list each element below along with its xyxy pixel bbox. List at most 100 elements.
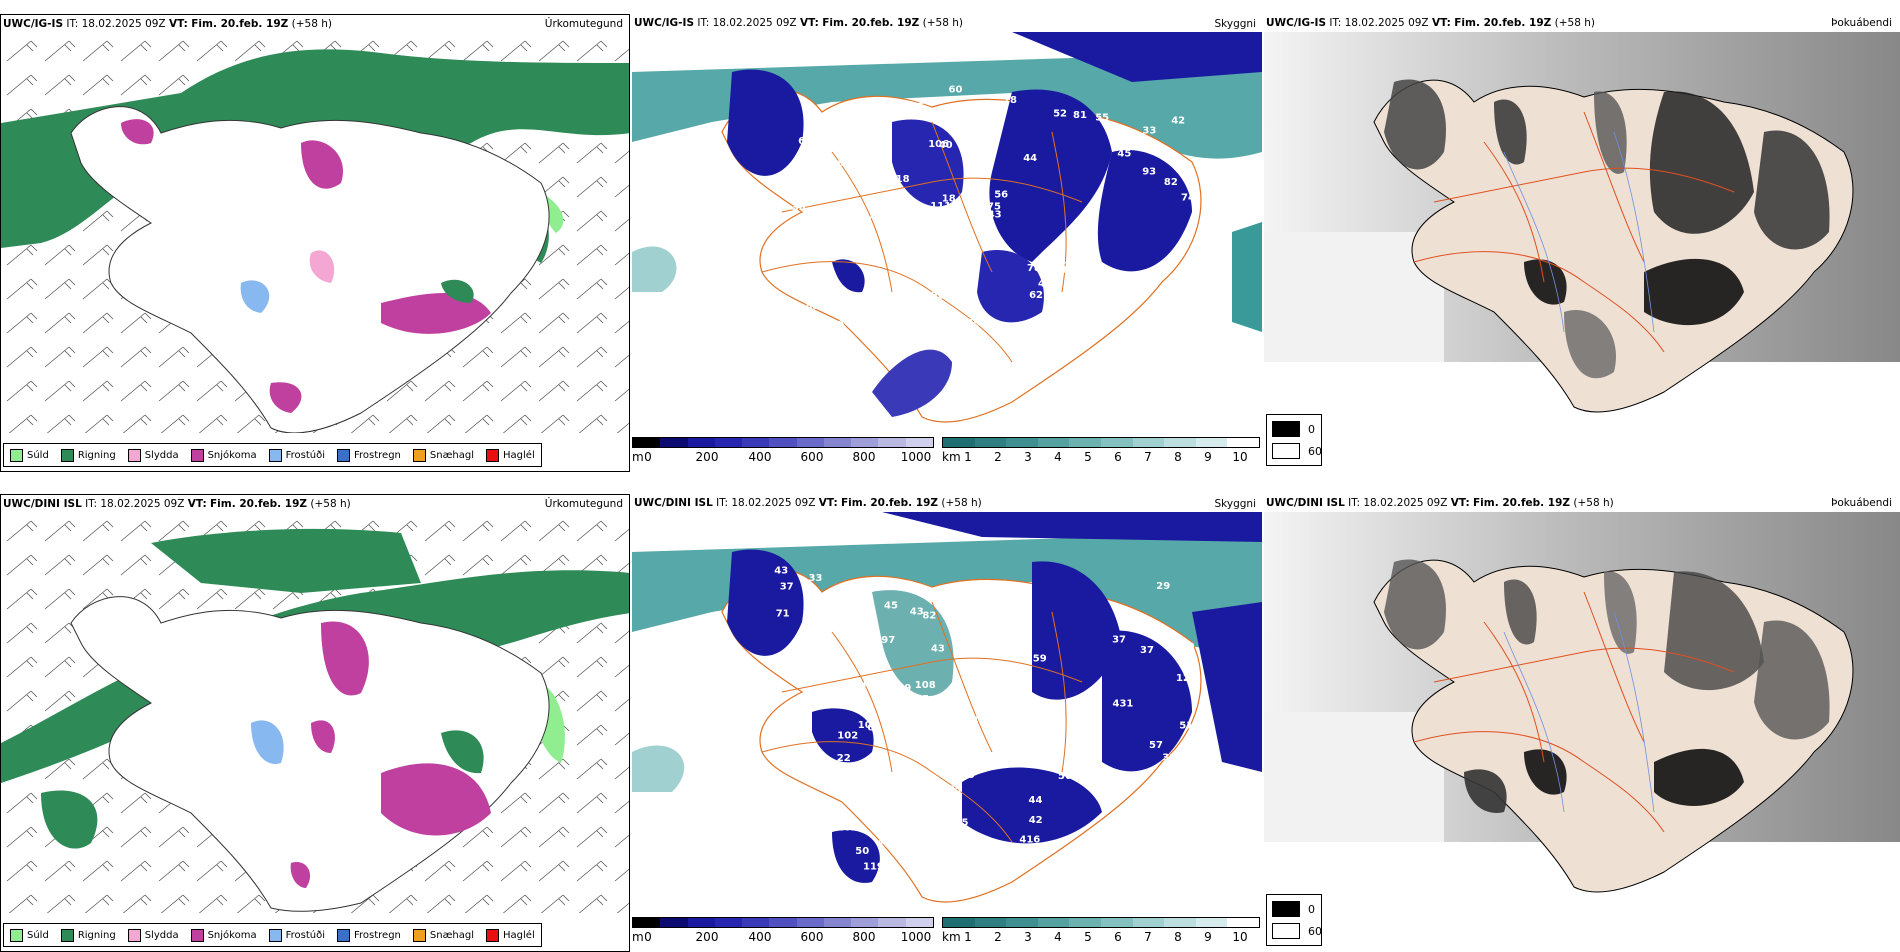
visibility-value: 45 [910,102,924,113]
colorbar-segment [1069,918,1101,927]
visibility-tick: 6 [1114,930,1122,944]
panel-title: Úrkomutegund [544,18,623,30]
visibility-value: 50 [855,846,869,857]
visibility-value: 44 [1023,153,1037,164]
visibility-panel-bottom: UWC/DINI ISL IT: 18.02.2025 09Z VT: Fim.… [632,494,1262,952]
visibility-value: 85 [955,817,969,828]
visibility-tick: 8 [1174,450,1182,464]
river-network [1503,131,1655,333]
ceiling-tick: 400 [748,930,772,944]
ceiling-visibility-colorbars: m 0 200 400 600 800 1000 km 1 2 3 4 5 6 … [632,914,1262,946]
road-network [761,601,1083,843]
visibility-value: 52 [1053,109,1067,120]
fog-swatch-white [1272,923,1300,939]
visibility-value: 41 [862,785,876,796]
visibility-value: 18 [942,193,956,204]
visibility-value: 118 [889,174,910,185]
visibility-tick: 4 [1054,450,1062,464]
legend-item: Snjókoma [190,448,257,462]
ceiling-tick: 800 [852,930,876,944]
visibility-value: 55 [1095,113,1109,124]
visibility-value: 44 [838,318,852,329]
ceiling-tick: 800 [852,450,876,464]
precip-legend: Súld Rigning Slydda Snjókoma Frostúði Fr… [3,443,542,467]
legend-swatch [486,928,500,942]
legend-swatch [190,928,204,942]
visibility-value: 41 [933,850,947,861]
ceiling-colorbar [632,917,934,928]
visibility-value: 48 [1042,261,1056,272]
visibility-value: 69 [798,136,812,147]
visibility-value: 68 [1084,741,1098,752]
visibility-value: 101 [837,823,858,834]
panel-title: Skyggni [1214,18,1257,30]
visibility-value: 97 [881,635,895,646]
precip-legend: Súld Rigning Slydda Snjókoma Frostúði Fr… [3,923,542,947]
visibility-value: 127 [1176,673,1197,684]
visibility-value: 43 [1038,278,1052,289]
fog-swatch-black [1272,901,1300,917]
visibility-value: 125 [776,856,797,867]
visibility-value: 66 [961,770,975,781]
visibility-value: 49 [967,318,981,329]
visibility-value: 59 [897,683,911,694]
colorbar-segment [974,918,1007,927]
visibility-value: 62 [1029,290,1043,301]
colorbar-segment [1132,918,1165,927]
colorbar-segment [633,918,661,927]
visibility-value: 38 [987,714,1001,725]
visibility-value: 79 [971,168,985,179]
colorbar-segment [943,918,975,927]
legend-item: Slydda [127,928,179,942]
visibility-value: 51 [1179,721,1193,732]
legend-swatch [268,448,282,462]
road-network [1413,111,1735,353]
legend-swatch [10,928,23,942]
visibility-value: 70 [768,176,782,187]
visibility-tick: 4 [1054,930,1062,944]
visibility-tick: 8 [1174,930,1182,944]
colorbar-segment [1195,438,1228,447]
fog-swatch-black [1272,421,1300,437]
colorbar-segment [1195,918,1228,927]
legend-item: Haglél [486,928,535,942]
panel-title: Þokuábendi [1831,497,1892,509]
visibility-value: 43 [988,210,1002,221]
visibility-value: 33 [1142,126,1156,137]
fog-map [1264,32,1900,413]
visibility-value: 44 [1029,795,1043,806]
fog-swatch-white [1272,443,1300,459]
visibility-value: 37 [841,334,855,345]
visibility-value: 40 [1032,750,1046,761]
visibility-unit: km [942,450,961,464]
colorbar-segment [1037,918,1070,927]
visibility-value: 81 [1073,110,1087,121]
ceiling-tick: 200 [695,450,719,464]
visibility-value: 47 [933,331,947,342]
visibility-value: 74 [831,187,845,198]
colorbar-segment [943,438,975,447]
visibility-value: 54 [1102,360,1116,371]
visibility-value: 33 [763,731,777,742]
colorbar-segment [796,918,824,927]
legend-swatch [412,448,426,462]
fog-panel-bottom: UWC/DINI ISL IT: 18.02.2025 09Z VT: Fim.… [1264,494,1900,952]
visibility-value: 50 [1060,265,1074,276]
visibility-value: 39 [1090,774,1104,785]
visibility-value: 59 [1033,654,1047,665]
colorbar-segment [823,918,852,927]
colorbar-segment [1100,438,1133,447]
visibility-value: 56 [971,690,985,701]
visibility-value: 107 [858,720,879,731]
panel-title: Skyggni [1214,498,1257,510]
visibility-value: 43 [774,566,788,577]
visibility-value: 126 [878,839,899,850]
panel-title: Úrkomutegund [544,498,623,510]
visibility-value: 40 [1135,360,1149,371]
visibility-value: 40 [972,715,986,726]
colorbar-segment [714,438,743,447]
visibility-tick: 6 [1114,450,1122,464]
visibility-tick: 1 [964,450,972,464]
legend-item: Súld [10,448,49,462]
colorbar-segment [633,438,661,447]
